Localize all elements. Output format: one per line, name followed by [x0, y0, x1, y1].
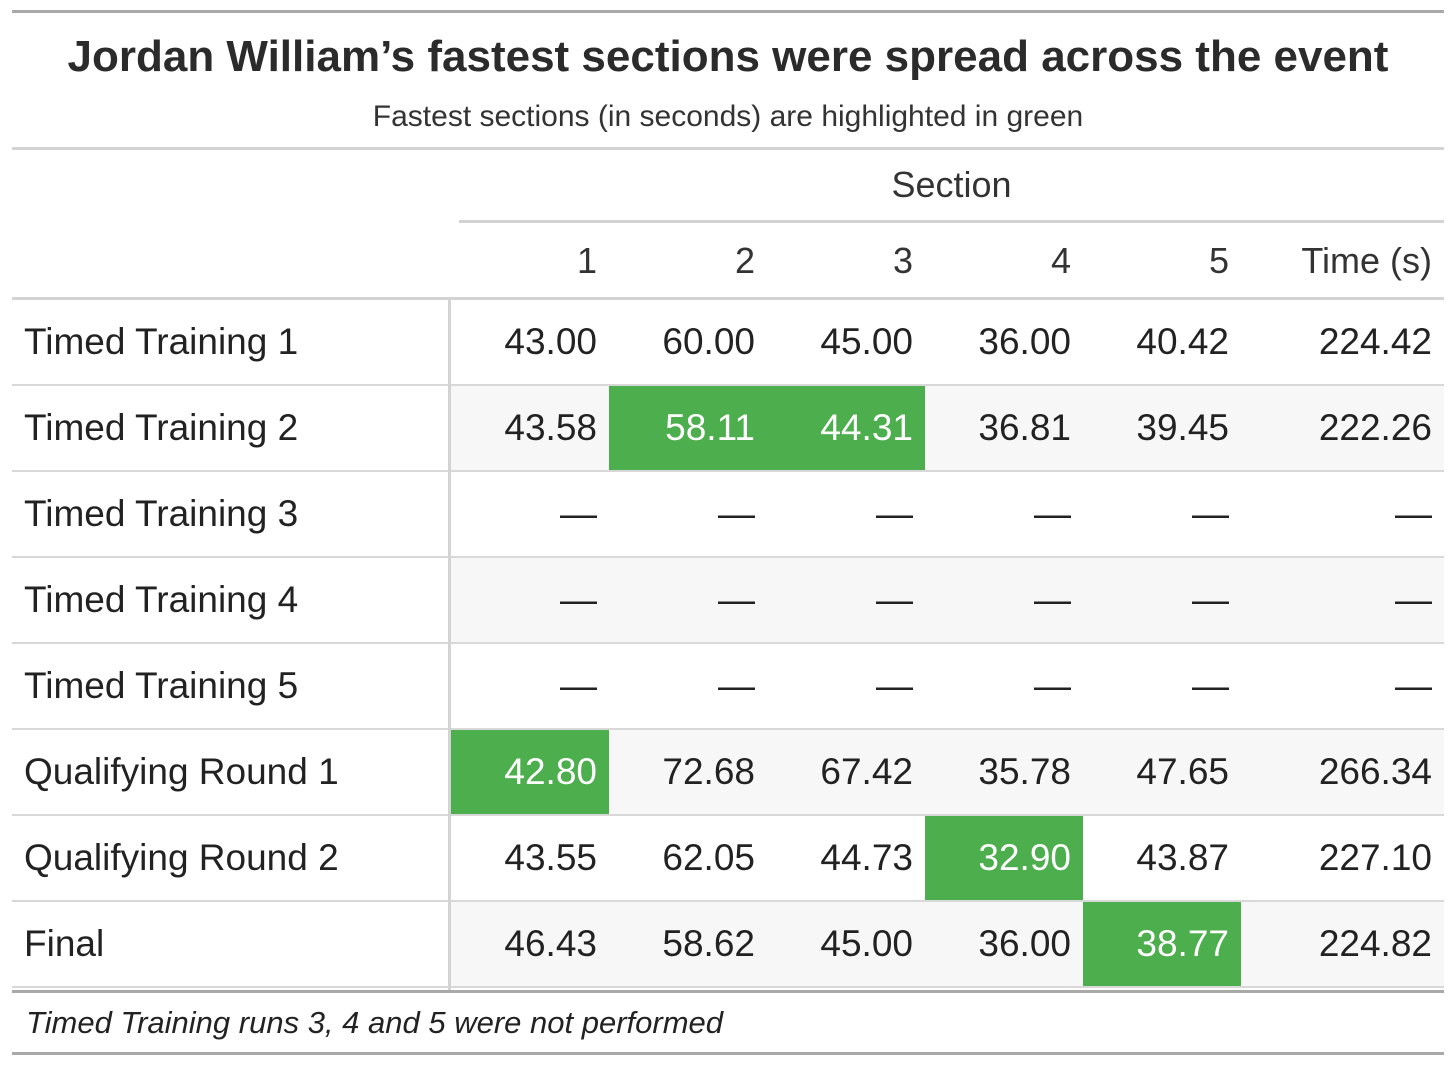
table-cell: 58.62 — [662, 923, 755, 964]
fastest-section-cell: 44.31 — [767, 386, 925, 470]
table-cell: — — [718, 493, 755, 534]
table-cell: 45.00 — [820, 923, 913, 964]
column-header: 4 — [1050, 240, 1071, 281]
table-cell: — — [876, 579, 913, 620]
table-figure: Jordan William’s fastest sections were s… — [12, 10, 1444, 1057]
table-cell: 44.73 — [820, 837, 913, 878]
table-cell: — — [876, 665, 913, 706]
column-header: 2 — [734, 240, 755, 281]
row-cells: — — — — — — — [451, 472, 1444, 556]
table-row: Qualifying Round 2 43.55 62.05 44.73 32.90 43… — [12, 816, 1444, 902]
column-header: Time (s) — [1301, 240, 1432, 281]
table-cell: 46.43 — [504, 923, 597, 964]
row-cells: 46.43 58.62 45.00 36.00 38.77 224.82 — [451, 902, 1444, 986]
row-label: Final — [24, 923, 105, 964]
table-cell: — — [1395, 665, 1432, 706]
row-cells: 43.00 60.00 45.00 36.00 40.42 224.42 — [451, 300, 1444, 384]
table-cell: 43.58 — [504, 407, 597, 448]
table-body: Timed Training 1 43.00 60.00 45.00 36.00 40.4… — [12, 300, 1444, 988]
row-label: Timed Training 3 — [24, 493, 299, 534]
table-cell: — — [560, 493, 597, 534]
table-cell: 43.87 — [1136, 837, 1229, 878]
column-header: 3 — [892, 240, 913, 281]
table-row: Timed Training 1 43.00 60.00 45.00 36.00 40.4… — [12, 300, 1444, 386]
table-cell: 224.42 — [1318, 321, 1432, 362]
row-cells: 42.80 72.68 67.42 35.78 47.65 266.34 — [451, 730, 1444, 814]
row-label: Qualifying Round 2 — [24, 837, 339, 878]
table-cell: — — [718, 579, 755, 620]
table-row: Timed Training 5 — — — — — — — [12, 644, 1444, 730]
fastest-section-cell: 42.80 — [451, 730, 609, 814]
table-row: Final 46.43 58.62 45.00 36.00 38.77 224.82 — [12, 902, 1444, 988]
table-cell: — — [1034, 665, 1071, 706]
table-cell: — — [1395, 579, 1432, 620]
table-row: Timed Training 2 43.58 58.11 44.31 36.81 39.4… — [12, 386, 1444, 472]
top-rule — [12, 10, 1444, 13]
row-label: Timed Training 5 — [24, 665, 299, 706]
row-cells: — — — — — — — [451, 644, 1444, 728]
column-header: 5 — [1208, 240, 1229, 281]
table-cell: 67.42 — [820, 751, 913, 792]
table-cell: — — [718, 665, 755, 706]
table-cell: 60.00 — [662, 321, 755, 362]
table-cell: 43.55 — [504, 837, 597, 878]
fastest-section-cell: 32.90 — [925, 816, 1083, 900]
table-row: Timed Training 3 — — — — — — — [12, 472, 1444, 558]
table-cell: 266.34 — [1318, 751, 1432, 792]
table-cell: — — [1192, 665, 1229, 706]
table-row: Qualifying Round 1 42.80 72.68 67.42 35.78 47… — [12, 730, 1444, 816]
row-cells: — — — — — — — [451, 558, 1444, 642]
row-label: Timed Training 1 — [24, 321, 299, 362]
table-row: Timed Training 4 — — — — — — — [12, 558, 1444, 644]
table-cell: 36.00 — [978, 923, 1071, 964]
table-cell: — — [1034, 579, 1071, 620]
row-label: Qualifying Round 1 — [24, 751, 339, 792]
row-cells: 43.58 58.11 44.31 36.81 39.45 222.26 — [451, 386, 1444, 470]
table-footnote: Timed Training runs 3, 4 and 5 were not … — [26, 1005, 724, 1040]
table-cell: — — [1192, 579, 1229, 620]
table-cell: 39.45 — [1136, 407, 1229, 448]
table-cell: 43.00 — [504, 321, 597, 362]
table-cell: 40.42 — [1136, 321, 1229, 362]
row-label: Timed Training 2 — [24, 407, 299, 448]
fastest-section-cell: 38.77 — [1083, 902, 1241, 986]
title-rule — [12, 147, 1444, 150]
header-rule — [12, 297, 1444, 300]
spanner-rule — [459, 220, 1444, 223]
fastest-section-cell: 58.11 — [609, 386, 767, 470]
bottom-rule — [12, 990, 1444, 993]
table-title: Jordan William’s fastest sections were s… — [67, 32, 1389, 81]
table-cell: 62.05 — [662, 837, 755, 878]
row-cells: 43.55 62.05 44.73 32.90 43.87 227.10 — [451, 816, 1444, 900]
table-cell: 224.82 — [1318, 923, 1432, 964]
stub-separator — [448, 300, 451, 992]
table-cell: — — [560, 579, 597, 620]
table-cell: 35.78 — [978, 751, 1071, 792]
table-cell: 45.00 — [820, 321, 913, 362]
table-cell: — — [876, 493, 913, 534]
table-cell: 222.26 — [1318, 407, 1432, 448]
table-cell: 36.81 — [978, 407, 1071, 448]
table-cell: 72.68 — [662, 751, 755, 792]
table-cell: — — [1395, 493, 1432, 534]
table-cell: — — [560, 665, 597, 706]
table-cell: 36.00 — [978, 321, 1071, 362]
table-cell: — — [1034, 493, 1071, 534]
column-header: 1 — [576, 240, 597, 281]
table-cell: — — [1192, 493, 1229, 534]
row-label: Timed Training 4 — [24, 579, 299, 620]
footnote-rule — [12, 1052, 1444, 1055]
table-cell: 47.65 — [1136, 751, 1229, 792]
column-spanner: Section — [891, 164, 1012, 205]
table-subtitle: Fastest sections (in seconds) are highli… — [372, 100, 1084, 133]
table-cell: 227.10 — [1318, 837, 1432, 878]
